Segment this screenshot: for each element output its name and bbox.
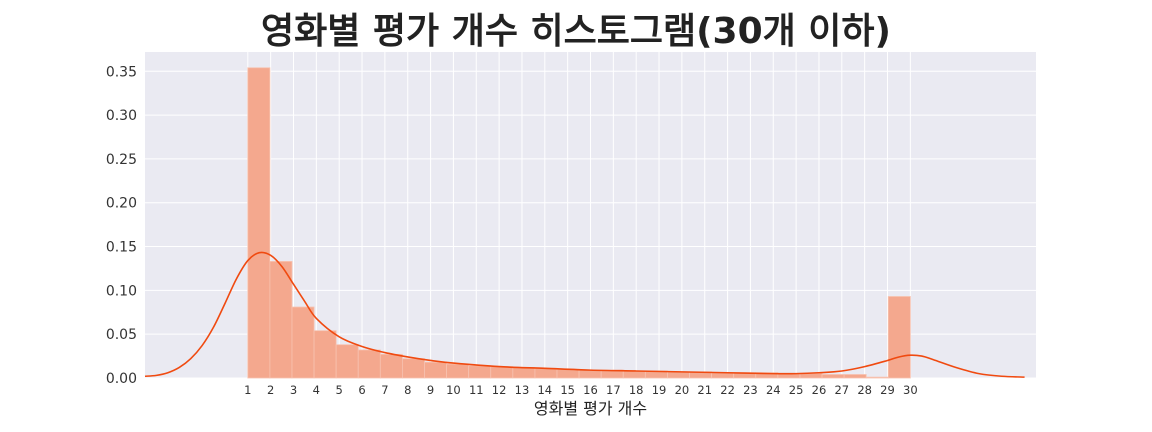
x-tick-label: 11: [469, 383, 484, 397]
x-tick-label: 27: [834, 383, 849, 397]
x-tick-label: 20: [675, 383, 690, 397]
histogram-bar: [247, 67, 271, 379]
x-tick-label: 23: [743, 383, 758, 397]
x-tick-label: 7: [381, 383, 388, 397]
y-tick-label: 0.00: [106, 371, 137, 387]
y-tick-label: 0.35: [106, 64, 137, 80]
histogram-bar: [556, 368, 580, 379]
histogram-bar: [622, 370, 646, 379]
histogram-bar: [667, 371, 690, 379]
x-tick-label: 14: [537, 383, 552, 397]
x-tick-label: 1: [244, 383, 251, 397]
x-tick-label: 26: [812, 383, 827, 397]
x-tick-label: 19: [652, 383, 667, 397]
histogram-bar: [799, 373, 823, 379]
x-tick-label: 21: [697, 383, 712, 397]
histogram-bar: [291, 306, 315, 379]
x-tick-label: 6: [358, 383, 365, 397]
x-tick-label: 22: [720, 383, 735, 397]
y-tick-label: 0.10: [106, 283, 137, 299]
x-tick-label: 13: [515, 383, 530, 397]
x-tick-label: 17: [606, 383, 621, 397]
y-tick-label: 0.05: [106, 327, 137, 343]
histogram-bar: [490, 366, 514, 379]
histogram-bar: [402, 358, 425, 379]
x-tick-label: 24: [766, 383, 781, 397]
x-tick-label: 15: [560, 383, 575, 397]
histogram-bar: [335, 344, 359, 379]
kde-line: [144, 251, 1025, 378]
histogram-bar: [534, 367, 558, 379]
x-tick-label: 10: [446, 383, 461, 397]
histogram-bar: [512, 367, 536, 379]
histogram-bars: [247, 67, 911, 379]
x-tick-label: 4: [313, 383, 320, 397]
histogram-bar: [379, 353, 403, 379]
y-tick-label: 0.20: [106, 196, 137, 212]
x-tick-label: 29: [880, 383, 895, 397]
x-tick-label: 2: [267, 383, 274, 397]
x-tick-label: 8: [404, 383, 411, 397]
grid-lines: [145, 52, 1036, 379]
x-tick-label: 3: [290, 383, 297, 397]
y-tick-label: 0.25: [106, 152, 137, 168]
histogram-bar: [821, 374, 845, 379]
x-tick-label: 30: [903, 383, 918, 397]
histogram-bar: [357, 349, 381, 379]
histogram-bar: [446, 363, 470, 379]
histogram-bar: [424, 361, 447, 379]
y-tick-label: 0.15: [106, 240, 137, 256]
x-tick-label: 16: [583, 383, 598, 397]
x-tick-label: 12: [492, 383, 507, 397]
histogram-bar: [887, 296, 911, 379]
x-tick-label: 28: [857, 383, 872, 397]
y-axis-ticks: 0.00 0.05 0.10 0.15 0.20 0.25 0.30 0.35: [106, 64, 137, 387]
x-axis-label: 영화별 평가 개수: [534, 399, 647, 418]
y-tick-label: 0.30: [106, 108, 137, 124]
chart-title: 영화별 평가 개수 히스토그램(30개 이하): [261, 11, 891, 52]
histogram-bar: [843, 374, 867, 379]
x-axis-ticks: 1 2 3 4 5 6 7 8 9 10 11 12 13 14 15 16 17 18 19 20 21 22 23 24 2…: [244, 383, 918, 397]
x-tick-label: 9: [427, 383, 434, 397]
x-tick-label: 18: [629, 383, 644, 397]
histogram-bar: [865, 376, 889, 379]
histogram-bar: [468, 365, 492, 379]
histogram-bar: [269, 261, 293, 379]
histogram-bar: [578, 369, 602, 379]
x-tick-label: 25: [789, 383, 804, 397]
x-tick-label: 5: [336, 383, 343, 397]
histogram-bar: [313, 330, 337, 379]
